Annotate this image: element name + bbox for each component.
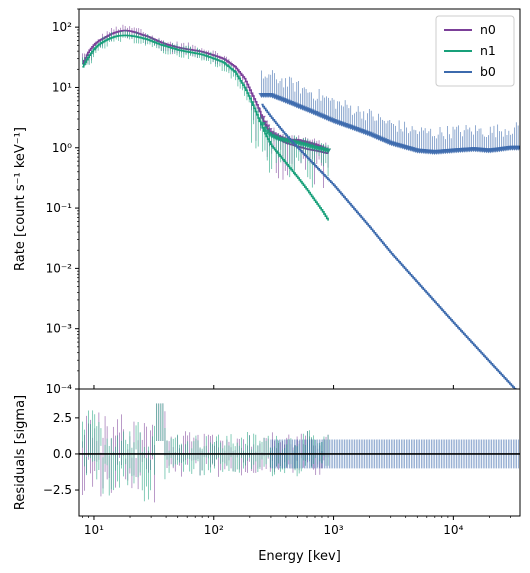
legend-label-n1: n1 — [480, 43, 496, 58]
x-axis-title: Energy [kev] — [258, 549, 341, 564]
x-tick-label: 10³ — [324, 523, 344, 537]
y-tick-label-top: 10¹ — [52, 80, 72, 94]
residuals-frame — [78, 388, 521, 517]
legend-box — [435, 15, 515, 87]
y-tick-label-top: 10⁻⁴ — [46, 382, 73, 396]
data-point-n1 — [325, 148, 332, 154]
y-axis-title-top: Rate [count s⁻¹ keV⁻¹] — [13, 127, 28, 271]
data-point-b0 — [517, 145, 520, 151]
legend-label-b0: b0 — [480, 64, 496, 79]
x-tick-label: 10¹ — [84, 523, 104, 537]
y-tick-label-top: 10⁻¹ — [46, 201, 73, 215]
y-tick-label-top: 10⁻² — [46, 261, 73, 275]
x-tick-label: 10² — [204, 523, 224, 537]
y-tick-label-top: 10⁰ — [52, 141, 72, 155]
y-tick-label-bottom: 2.5 — [53, 411, 72, 425]
model-line-n1 — [82, 34, 329, 221]
model-line-b0 — [261, 103, 517, 389]
x-tick-label: 10⁴ — [443, 523, 463, 537]
y-axis-title-bottom: Residuals [sigma] — [13, 395, 28, 510]
residuals-plot-area — [82, 403, 520, 503]
spectrum-plot-area — [82, 24, 520, 389]
spectrum-panel: 10⁻⁴ 10⁻³ 10⁻² 10⁻¹ 10⁰ 10¹ 10² — [46, 8, 521, 396]
y-tick-label-top: 10⁻³ — [46, 322, 73, 336]
y-tick-label-top: 10² — [52, 20, 72, 34]
y-tick-label-bottom: 0.0 — [53, 447, 72, 461]
legend: n0 n1 b0 — [435, 15, 515, 87]
y-tick-label-bottom: −2.5 — [43, 483, 72, 497]
residuals-panel: 10¹ 10² 10³ 10⁴ −2.5 0.0 2.5 — [43, 388, 521, 537]
legend-label-n0: n0 — [480, 22, 496, 37]
